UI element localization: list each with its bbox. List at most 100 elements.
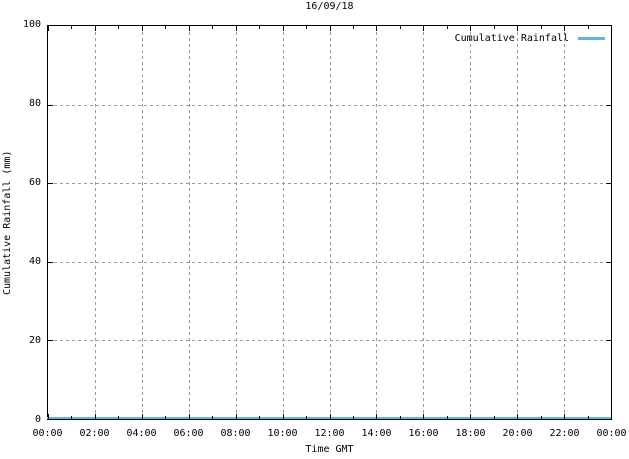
- gridline-vertical: [564, 26, 566, 419]
- x-minor-tick: [446, 416, 448, 419]
- x-tick-label: 04:00: [126, 428, 157, 439]
- x-major-tick-top: [48, 26, 49, 31]
- x-tick-label: 12:00: [314, 428, 345, 439]
- x-tick-label: 00:00: [596, 428, 627, 439]
- x-major-tick-top: [188, 26, 190, 31]
- x-minor-tick: [71, 416, 73, 419]
- x-major-tick-top: [282, 26, 284, 31]
- y-axis-title: Cumulative Rainfall (mm): [2, 150, 13, 295]
- gridline-vertical: [235, 26, 237, 419]
- x-major-tick: [611, 414, 612, 419]
- x-major-tick-top: [564, 26, 566, 31]
- x-minor-tick: [118, 416, 120, 419]
- gridline-vertical: [423, 26, 425, 419]
- x-major-tick: [517, 414, 519, 419]
- x-minor-tick: [399, 416, 401, 419]
- x-minor-tick: [165, 416, 167, 419]
- x-axis-line: [47, 419, 612, 420]
- x-minor-tick-top: [587, 26, 589, 29]
- x-major-tick-top: [517, 26, 519, 31]
- y-major-tick: [48, 104, 53, 106]
- x-minor-tick-top: [259, 26, 261, 29]
- x-tick-label: 08:00: [220, 428, 251, 439]
- y-major-tick-right: [606, 261, 611, 263]
- x-tick-label: 14:00: [361, 428, 392, 439]
- x-tick-label: 22:00: [549, 428, 580, 439]
- x-minor-tick: [259, 416, 261, 419]
- y-major-tick: [48, 340, 53, 342]
- x-major-tick-top: [376, 26, 378, 31]
- x-minor-tick: [352, 416, 354, 419]
- x-major-tick-top: [611, 26, 612, 31]
- x-major-tick: [470, 414, 472, 419]
- x-major-tick: [48, 414, 49, 419]
- x-minor-tick-top: [71, 26, 73, 29]
- x-tick-label: 10:00: [267, 428, 298, 439]
- x-minor-tick-top: [446, 26, 448, 29]
- gridline-horizontal: [48, 183, 611, 185]
- gridline-vertical: [188, 26, 190, 419]
- x-major-tick: [188, 414, 190, 419]
- legend-line-sample: [578, 37, 605, 40]
- x-major-tick: [376, 414, 378, 419]
- x-major-tick: [282, 414, 284, 419]
- gridline-vertical: [141, 26, 143, 419]
- x-major-tick: [94, 414, 96, 419]
- x-minor-tick: [540, 416, 542, 419]
- x-minor-tick-top: [118, 26, 120, 29]
- x-minor-tick-top: [493, 26, 495, 29]
- gridline-vertical: [329, 26, 331, 419]
- x-minor-tick-top: [165, 26, 167, 29]
- x-minor-tick-top: [399, 26, 401, 29]
- gridline-vertical: [94, 26, 96, 419]
- y-tick-label: 60: [28, 177, 41, 188]
- y-tick-label: 0: [34, 414, 41, 425]
- x-minor-tick: [587, 416, 589, 419]
- x-minor-tick-top: [306, 26, 308, 29]
- gridline-horizontal: [48, 261, 611, 263]
- y-major-tick: [48, 261, 53, 263]
- gridline-vertical: [376, 26, 378, 419]
- gridline-vertical: [470, 26, 472, 419]
- x-major-tick: [564, 414, 566, 419]
- chart-title: 16/09/18: [305, 1, 354, 12]
- plot-area: Cumulative Rainfall: [47, 25, 612, 420]
- x-major-tick: [141, 414, 143, 419]
- y-major-tick-right: [606, 183, 611, 185]
- y-tick-label: 100: [22, 19, 41, 30]
- x-major-tick: [235, 414, 237, 419]
- x-minor-tick: [493, 416, 495, 419]
- gridline-vertical: [282, 26, 284, 419]
- x-minor-tick-top: [352, 26, 354, 29]
- x-tick-label: 06:00: [173, 428, 204, 439]
- x-tick-label: 02:00: [79, 428, 110, 439]
- x-major-tick: [423, 414, 425, 419]
- x-tick-label: 18:00: [455, 428, 486, 439]
- y-tick-label: 80: [28, 98, 41, 109]
- x-tick-label: 20:00: [502, 428, 533, 439]
- gridline-horizontal: [48, 104, 611, 106]
- y-tick-label: 20: [28, 335, 41, 346]
- y-major-tick: [48, 183, 53, 185]
- x-major-tick-top: [235, 26, 237, 31]
- x-minor-tick: [306, 416, 308, 419]
- x-major-tick-top: [329, 26, 331, 31]
- x-axis-title: Time GMT: [305, 444, 354, 455]
- y-major-tick-right: [606, 340, 611, 342]
- x-major-tick-top: [470, 26, 472, 31]
- x-tick-label: 16:00: [408, 428, 439, 439]
- x-major-tick-top: [423, 26, 425, 31]
- gridline-vertical: [517, 26, 519, 419]
- legend: Cumulative Rainfall: [455, 33, 605, 44]
- x-minor-tick-top: [540, 26, 542, 29]
- legend-entry-label: Cumulative Rainfall: [454, 33, 569, 44]
- y-major-tick-right: [606, 104, 611, 106]
- x-major-tick-top: [141, 26, 143, 31]
- x-minor-tick: [212, 416, 214, 419]
- x-major-tick: [329, 414, 331, 419]
- x-minor-tick-top: [212, 26, 214, 29]
- y-tick-label: 40: [28, 256, 41, 267]
- x-tick-label: 00:00: [32, 428, 63, 439]
- gridline-horizontal: [48, 340, 611, 342]
